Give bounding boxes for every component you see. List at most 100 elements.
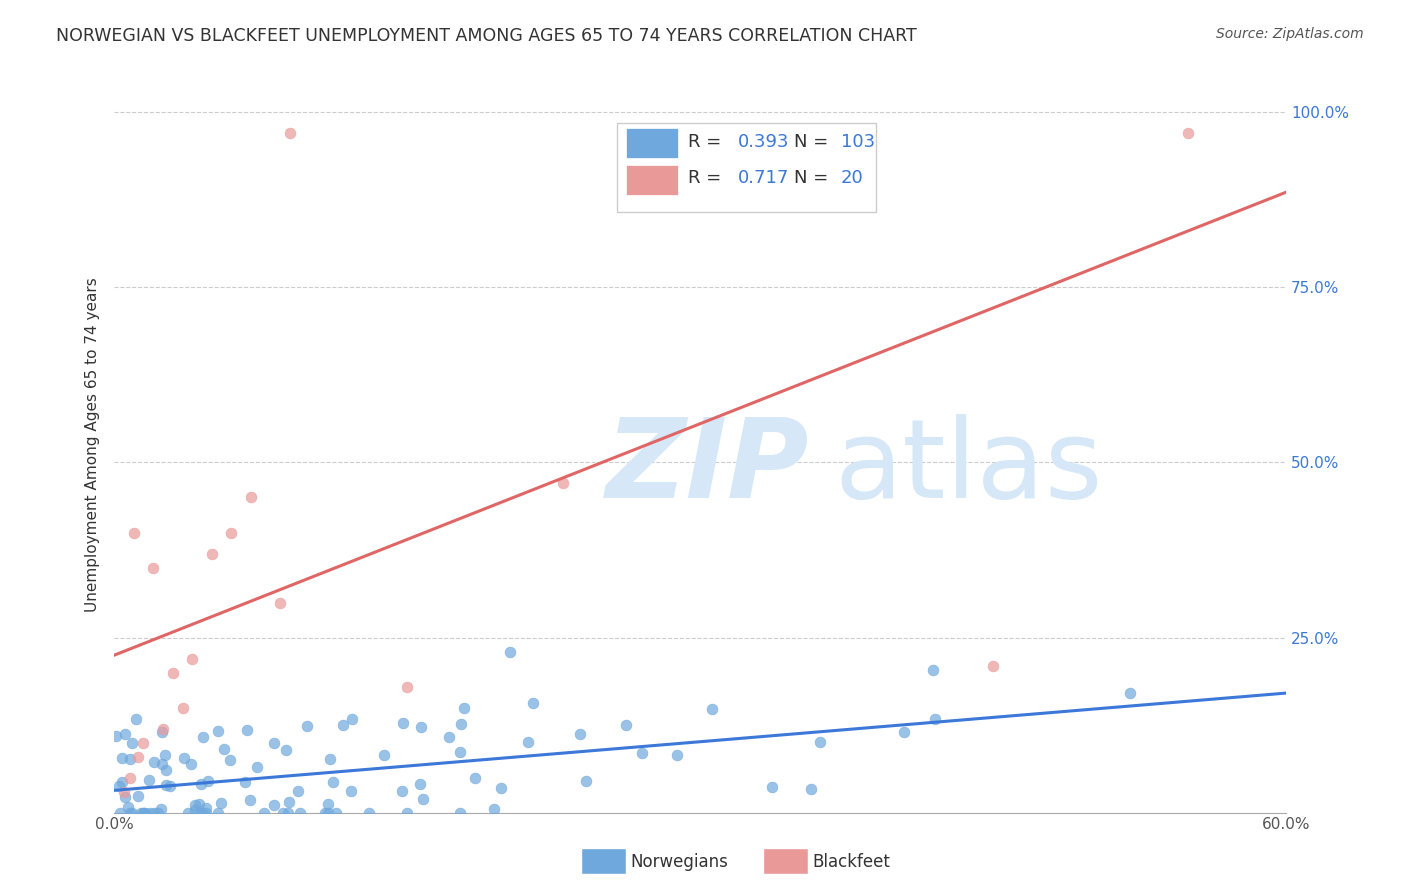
Point — [277, 795, 299, 809]
Point — [152, 722, 174, 736]
Point — [162, 665, 184, 680]
FancyBboxPatch shape — [626, 165, 678, 195]
Point — [127, 789, 149, 804]
Point — [491, 780, 513, 795]
Point — [340, 783, 363, 797]
Text: R =: R = — [689, 133, 727, 151]
Text: 0.393: 0.393 — [738, 133, 789, 151]
Point — [221, 525, 243, 540]
Point — [553, 476, 575, 491]
Point — [332, 718, 354, 732]
Point — [233, 774, 256, 789]
Point — [114, 727, 136, 741]
Point — [184, 803, 207, 817]
Point — [195, 805, 218, 820]
Point — [118, 752, 141, 766]
Point — [449, 745, 471, 759]
Point — [111, 751, 134, 765]
Point — [188, 797, 211, 811]
Point — [614, 718, 637, 732]
Point — [121, 805, 143, 820]
Point — [263, 736, 285, 750]
Point — [239, 491, 262, 505]
Point — [412, 791, 434, 805]
Point — [373, 748, 395, 763]
Point — [287, 784, 309, 798]
Point — [1119, 686, 1142, 700]
Point — [924, 713, 946, 727]
Point — [209, 797, 232, 811]
Point — [173, 751, 195, 765]
Point — [449, 805, 471, 820]
Point — [132, 735, 155, 749]
Text: Norwegians: Norwegians — [630, 853, 728, 871]
Point — [155, 764, 177, 778]
Point — [108, 780, 131, 794]
Point — [142, 560, 165, 574]
Point — [800, 781, 823, 796]
Point — [482, 802, 505, 816]
Point — [132, 805, 155, 820]
Point — [134, 805, 156, 820]
Point — [263, 798, 285, 813]
FancyBboxPatch shape — [617, 123, 876, 212]
Point — [409, 720, 432, 734]
Text: N =: N = — [794, 169, 834, 187]
Point — [155, 778, 177, 792]
Point — [391, 783, 413, 797]
Point — [129, 805, 152, 820]
Point — [207, 805, 229, 820]
Point — [278, 127, 301, 141]
Point — [118, 805, 141, 820]
Point — [118, 771, 141, 785]
Point — [142, 755, 165, 769]
Point — [246, 759, 269, 773]
Point — [921, 663, 943, 677]
Point — [138, 772, 160, 787]
Point — [212, 741, 235, 756]
Point — [499, 645, 522, 659]
Point — [325, 805, 347, 820]
Point — [177, 805, 200, 820]
FancyBboxPatch shape — [626, 128, 678, 158]
Point — [207, 724, 229, 739]
Point — [981, 658, 1004, 673]
Point — [574, 773, 596, 788]
Point — [453, 700, 475, 714]
Point — [142, 805, 165, 820]
Point — [111, 775, 134, 789]
Text: 20: 20 — [841, 169, 863, 187]
Text: N =: N = — [794, 133, 834, 151]
Point — [665, 747, 688, 762]
Point — [1177, 127, 1199, 141]
Point — [322, 775, 344, 789]
Text: ZIP: ZIP — [606, 414, 810, 521]
Point — [150, 802, 173, 816]
Text: 103: 103 — [841, 133, 875, 151]
Text: atlas: atlas — [835, 414, 1104, 521]
Point — [276, 743, 298, 757]
Point — [893, 724, 915, 739]
Point — [516, 734, 538, 748]
Point — [239, 792, 262, 806]
Point — [155, 747, 177, 762]
Point — [218, 753, 240, 767]
Point — [700, 702, 723, 716]
Point — [150, 757, 173, 772]
Point — [114, 790, 136, 805]
Point — [318, 752, 340, 766]
Point — [191, 730, 214, 744]
Point — [201, 547, 224, 561]
Point — [235, 723, 257, 738]
Point — [117, 800, 139, 814]
Point — [450, 716, 472, 731]
Point — [150, 724, 173, 739]
Point — [139, 805, 162, 820]
Point — [172, 700, 194, 714]
Point — [253, 805, 276, 820]
Point — [110, 805, 132, 820]
Point — [125, 712, 148, 726]
Point — [269, 595, 291, 609]
Point — [184, 798, 207, 813]
Text: Source: ZipAtlas.com: Source: ZipAtlas.com — [1216, 27, 1364, 41]
